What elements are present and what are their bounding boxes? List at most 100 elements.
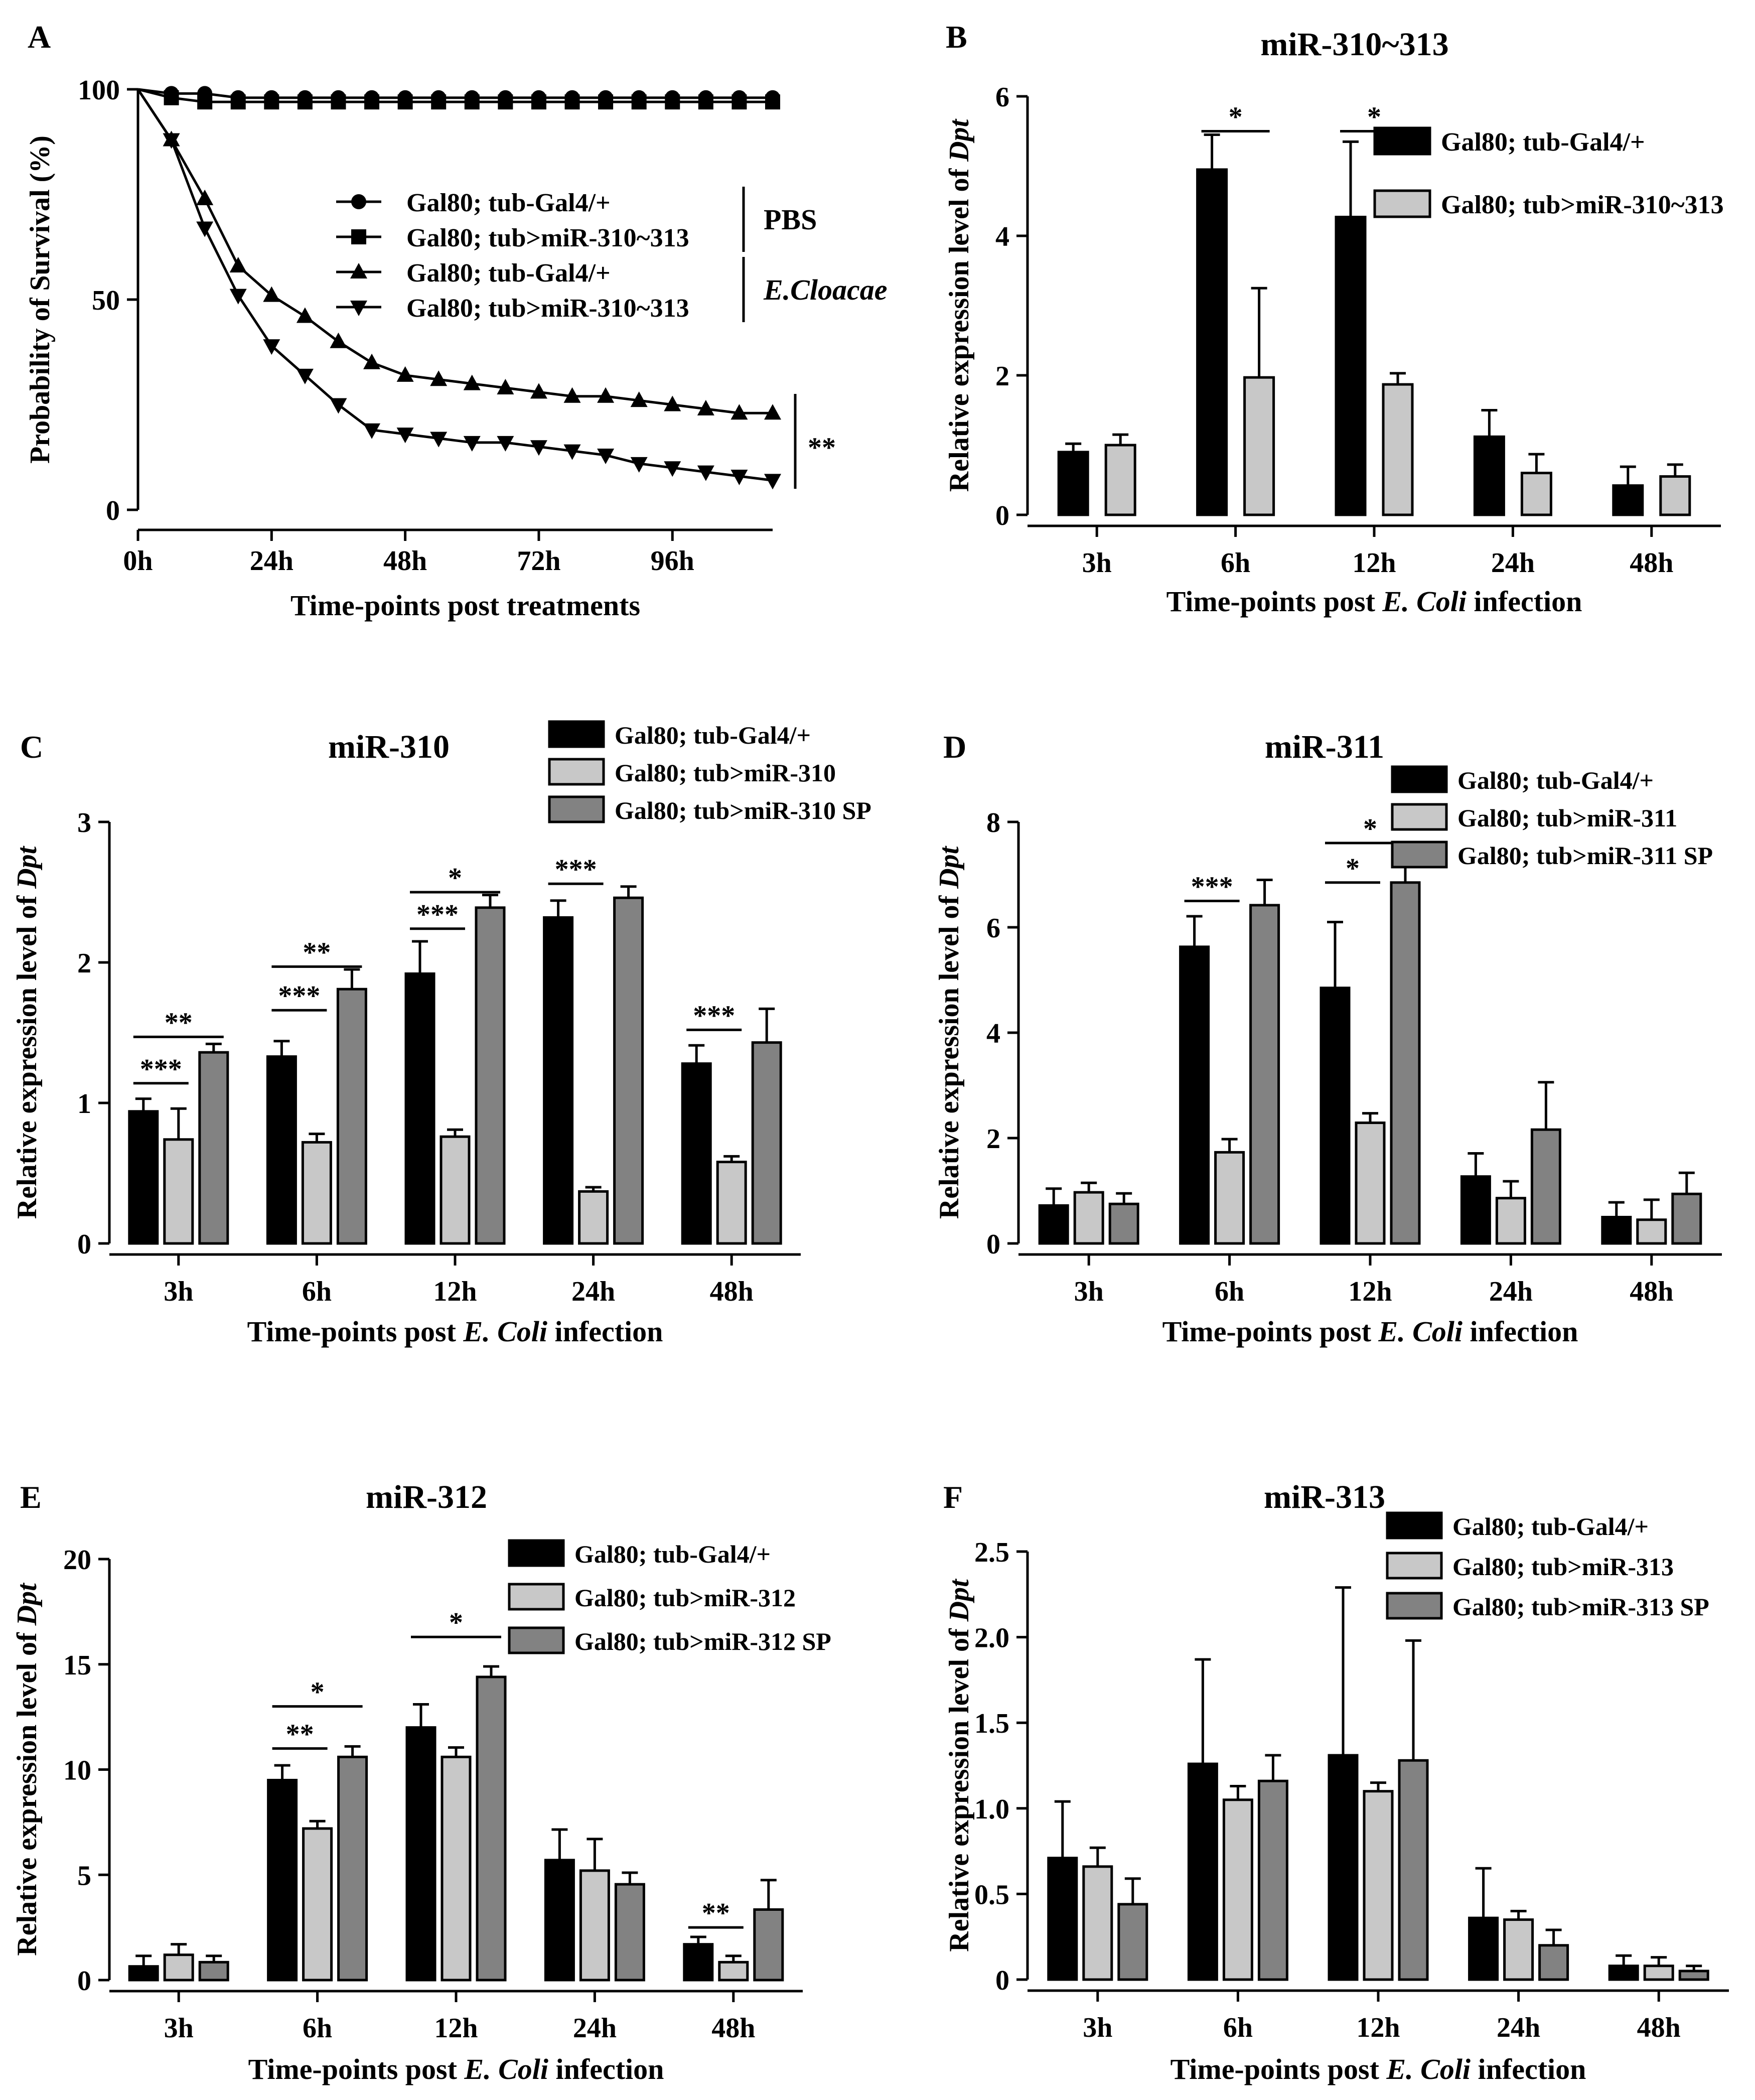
legend-swatch-b <box>1373 189 1431 218</box>
bar-d-6h-series-2 <box>1249 904 1280 1245</box>
x-tick-label-c: 24h <box>571 1276 615 1307</box>
bar-e-12h-series-2 <box>476 1675 507 1982</box>
data-point-triangle-down <box>764 474 781 490</box>
bar-chart-e: 0 5 10 15 20 Relative expression level of Dpt… <box>12 1539 831 2085</box>
y-tick-label-f: 1.5 <box>974 1708 1009 1739</box>
data-point-triangle-up <box>530 383 547 399</box>
y-tick-label-e: 5 <box>77 1860 91 1891</box>
y-axis-title-e: Relative expression level of Dpt <box>12 1583 43 1956</box>
data-point-triangle-down <box>396 428 414 444</box>
x-axis-title-part: Time-points post <box>247 1315 464 1348</box>
x-axis-title-f: Time-points post E. Coli infection <box>1171 2053 1586 2085</box>
x-tick-label-e: 3h <box>164 2013 194 2044</box>
bar-e-6h-series-2 <box>337 1755 368 1982</box>
legend-label-d: Gal80; tub>miR-311 SP <box>1457 842 1713 870</box>
legend-label-f: Gal80; tub-Gal4/+ <box>1452 1512 1649 1541</box>
x-tick-label-b: 24h <box>1491 547 1535 579</box>
bar-f-12h-series-2 <box>1398 1759 1429 1981</box>
significance-label-c: ** <box>165 1007 193 1038</box>
bar-chart-f: 0 0.5 1.0 1.5 2.0 2.5 Relative expression leve… <box>944 1511 1729 2085</box>
y-axis-title-part: Probability of Survival (%) <box>25 135 56 464</box>
bar-f-12h-series-1 <box>1363 1790 1394 1981</box>
y-tick-label-a: 50 <box>92 285 120 316</box>
legend-c: Gal80; tub-Gal4/+ Gal80; tub>miR-310 Gal80… <box>548 720 871 824</box>
x-tick-label-d: 3h <box>1074 1276 1104 1307</box>
legend-swatch-c <box>548 720 605 748</box>
bar-b-24h-series-1 <box>1520 472 1552 516</box>
data-point-triangle-down <box>430 432 448 448</box>
y-tick-label-c: 0 <box>77 1229 91 1260</box>
y-tick-label-c: 1 <box>77 1088 91 1119</box>
y-tick-label-e: 0 <box>77 1966 91 1997</box>
y-axis-title-part: Dpt <box>12 1583 43 1626</box>
panel-label-c: C <box>20 729 43 765</box>
data-point-square <box>297 94 313 110</box>
legend-label-f: Gal80; tub>miR-313 <box>1452 1553 1674 1581</box>
significance-label-c: * <box>448 863 462 894</box>
bar-c-3h-series-2 <box>198 1051 229 1245</box>
x-tick-label-c: 12h <box>433 1276 477 1307</box>
y-tick-label-d: 0 <box>986 1229 1000 1260</box>
bar-b-24h-series-0 <box>1473 435 1505 516</box>
x-axis-title-a: Time-points post treatments <box>290 589 640 622</box>
data-point-square <box>264 94 279 110</box>
x-tick-label-f: 6h <box>1223 2012 1253 2043</box>
legend-label-d: Gal80; tub-Gal4/+ <box>1457 766 1654 794</box>
legend-swatch-e <box>508 1626 565 1654</box>
bar-c-12h-series-2 <box>475 906 506 1245</box>
x-axis-title-part: infection <box>547 1315 663 1348</box>
bar-f-12h-series-0 <box>1328 1754 1359 1981</box>
legend-swatch-f <box>1386 1511 1443 1539</box>
panel-label-e: E <box>20 1479 42 1515</box>
legend-marker-circle <box>351 194 366 209</box>
x-tick-label-d: 12h <box>1348 1276 1392 1307</box>
bar-b-6h-series-0 <box>1196 168 1228 516</box>
bar-f-3h-series-2 <box>1117 1903 1148 1981</box>
legend-label: Gal80; tub>miR-310~313 <box>406 294 689 323</box>
y-tick-label-e: 15 <box>63 1650 91 1681</box>
y-tick-label-b: 2 <box>995 361 1009 392</box>
legend-swatch-d <box>1391 841 1448 869</box>
data-point-square <box>364 94 380 110</box>
bar-d-48h-series-1 <box>1636 1218 1667 1245</box>
x-tick-label-b: 3h <box>1082 547 1112 579</box>
y-axis-title-b: Relative expression level of Dpt <box>944 118 975 492</box>
x-tick-label-b: 12h <box>1352 547 1396 579</box>
data-point-triangle-up <box>463 374 481 390</box>
y-axis-title-part: Relative expression level of <box>12 1625 43 1955</box>
bar-d-24h-series-2 <box>1530 1128 1561 1245</box>
bar-f-48h-series-2 <box>1678 1970 1709 1981</box>
data-point-square <box>598 94 614 110</box>
x-axis-title-part: E. Coli <box>463 1315 547 1348</box>
legend-swatch-d <box>1391 803 1448 831</box>
x-tick-label-b: 48h <box>1630 547 1673 579</box>
data-point-triangle-up <box>664 395 681 411</box>
data-point-triangle-down <box>563 444 581 460</box>
x-tick-label-e: 6h <box>303 2013 332 2044</box>
x-tick-label-e: 12h <box>434 2013 478 2044</box>
legend-swatch-e <box>508 1583 565 1611</box>
x-tick-label-e: 48h <box>711 2013 755 2044</box>
x-tick-label-c: 6h <box>302 1276 332 1307</box>
data-point-square <box>498 94 513 110</box>
y-tick-label-a: 0 <box>106 495 120 526</box>
bar-c-24h-series-2 <box>613 896 644 1245</box>
data-point-square <box>464 94 480 110</box>
legend-label-f: Gal80; tub>miR-313 SP <box>1452 1593 1709 1621</box>
bar-c-6h-series-0 <box>266 1055 297 1245</box>
significance-label-c: *** <box>693 1000 735 1031</box>
y-tick-label-d: 4 <box>986 1018 1000 1049</box>
x-tick-label-d: 24h <box>1489 1276 1533 1307</box>
bar-e-48h-series-0 <box>683 1943 714 1982</box>
y-tick-label-b: 6 <box>995 82 1009 113</box>
significance-label-c: *** <box>555 854 597 885</box>
significance-label-d: *** <box>1191 872 1233 903</box>
bar-d-6h-series-0 <box>1179 945 1210 1245</box>
data-point-triangle-up <box>296 307 314 323</box>
x-tick-label-c: 48h <box>710 1276 754 1307</box>
legend-label-e: Gal80; tub>miR-312 SP <box>574 1627 831 1655</box>
survival-line-triangle-down <box>136 88 773 482</box>
data-point-triangle-down <box>163 133 180 149</box>
bar-f-3h-series-0 <box>1047 1857 1078 1981</box>
